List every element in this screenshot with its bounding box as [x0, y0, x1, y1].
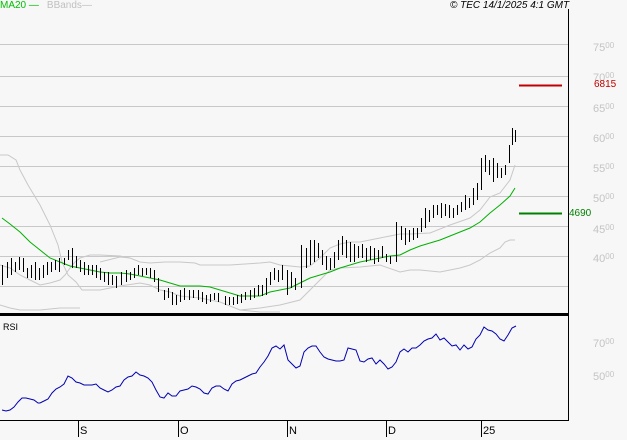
rsi-axis-label: 5000: [593, 370, 615, 383]
price-bars: [2, 128, 516, 305]
price-axis-label: 6000: [593, 132, 615, 145]
price-axis-label: 7000: [593, 71, 615, 84]
x-axis-label-oct: O: [180, 425, 189, 437]
price-axis-label: 5500: [593, 162, 615, 175]
rsi-title: RSI: [3, 322, 19, 332]
legend-ma20: MA20 —: [0, 0, 39, 11]
chart-legend: MA20 — BBands—: [0, 0, 92, 11]
support-label: 4690: [569, 208, 592, 219]
price-axis-label: 6500: [593, 102, 615, 115]
x-axis-label-sep: S: [80, 425, 88, 437]
x-axis-label-dec: D: [388, 425, 396, 437]
x-axis-label-2025: 25: [483, 425, 496, 437]
legend-bbands: BBands—: [46, 0, 92, 11]
rsi-axis-label: 7000: [593, 337, 615, 350]
price-axis-label: 4000: [593, 252, 615, 265]
price-axis-label: 7500: [593, 41, 615, 54]
price-gridlines: [0, 44, 568, 287]
price-axis-label: 4500: [593, 223, 615, 236]
price-axis-label: 5000: [593, 192, 615, 205]
ma20-line: [1, 187, 516, 297]
bollinger-bands: [0, 154, 516, 313]
x-axis-label-nov: N: [289, 425, 297, 437]
rsi-line: [1, 325, 517, 412]
x-axis-ticks: [78, 421, 482, 437]
resistance-label: 6815: [594, 79, 617, 90]
copyright-timestamp: © TEC 14/1/2025 4:1 GMT: [450, 0, 570, 11]
